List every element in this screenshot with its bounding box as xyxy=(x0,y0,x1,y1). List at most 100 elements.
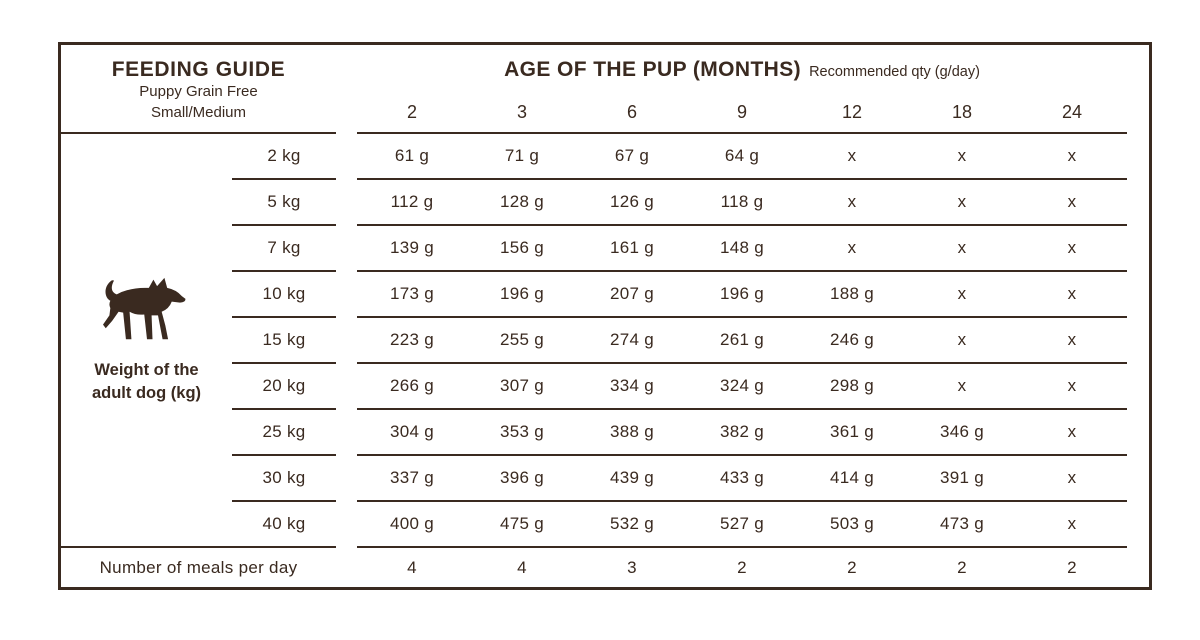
age-column-header: 2 xyxy=(406,102,417,122)
qty-cell: x xyxy=(1017,502,1127,548)
weight-cell: 7 kg xyxy=(232,226,336,272)
meals-cell: 2 xyxy=(737,557,747,577)
qty-cell: 400 g xyxy=(357,502,467,548)
qty-cell: x xyxy=(907,226,1017,272)
qty-cell: 304 g xyxy=(357,410,467,456)
qty-cell: 353 g xyxy=(467,410,577,456)
meals-cell: 4 xyxy=(517,557,527,577)
qty-cell: 388 g xyxy=(577,410,687,456)
weight-cell: 10 kg xyxy=(232,272,336,318)
weight-cell: 40 kg xyxy=(232,502,336,548)
qty-cell: 527 g xyxy=(687,502,797,548)
qty-cell: x xyxy=(797,180,907,226)
qty-cell: 161 g xyxy=(577,226,687,272)
feeding-guide-header: FEEDING GUIDE Puppy Grain Free Small/Med… xyxy=(61,45,336,134)
qty-cell: 61 g xyxy=(357,134,467,180)
page-title: FEEDING GUIDE xyxy=(111,58,286,82)
qty-cell: x xyxy=(907,364,1017,410)
qty-cell: 118 g xyxy=(687,180,797,226)
age-column-header: 24 xyxy=(1061,102,1083,122)
qty-cell: 246 g xyxy=(797,318,907,364)
qty-cell: x xyxy=(907,134,1017,180)
weight-caption-line2: adult dog (kg) xyxy=(91,384,202,402)
meals-cell: 2 xyxy=(1067,557,1077,577)
feeding-guide-table: FEEDING GUIDE Puppy Grain Free Small/Med… xyxy=(58,42,1152,590)
qty-cell: 223 g xyxy=(357,318,467,364)
qty-cell: 139 g xyxy=(357,226,467,272)
weight-cell: 25 kg xyxy=(232,410,336,456)
qty-cell: 148 g xyxy=(687,226,797,272)
qty-cell: x xyxy=(907,180,1017,226)
qty-cell: x xyxy=(1017,180,1127,226)
qty-cell: x xyxy=(1017,364,1127,410)
qty-cell: 274 g xyxy=(577,318,687,364)
weight-cell: 15 kg xyxy=(232,318,336,364)
qty-cell: 346 g xyxy=(907,410,1017,456)
qty-cell: 382 g xyxy=(687,410,797,456)
qty-cell: 196 g xyxy=(467,272,577,318)
qty-cell: 156 g xyxy=(467,226,577,272)
age-title: AGE OF THE PUP (MONTHS) xyxy=(504,58,802,81)
weight-caption: Weight of the adult dog (kg) xyxy=(92,359,201,405)
qty-cell: 473 g xyxy=(907,502,1017,548)
age-columns-row: 2 3 6 9 12 18 24 xyxy=(357,102,1127,132)
qty-cell: x xyxy=(1017,226,1127,272)
qty-cell: 391 g xyxy=(907,456,1017,502)
product-name-line2: Small/Medium xyxy=(150,103,247,121)
qty-cell: 266 g xyxy=(357,364,467,410)
age-column-header: 18 xyxy=(951,102,973,122)
age-column-header: 9 xyxy=(736,102,747,122)
age-header: AGE OF THE PUP (MONTHS) Recommended qty … xyxy=(357,45,1127,134)
age-column-header: 6 xyxy=(626,102,637,122)
qty-cell: 196 g xyxy=(687,272,797,318)
qty-cell: 396 g xyxy=(467,456,577,502)
qty-cell: x xyxy=(797,134,907,180)
qty-cell: x xyxy=(797,226,907,272)
qty-cell: 64 g xyxy=(687,134,797,180)
qty-cell: 324 g xyxy=(687,364,797,410)
qty-cell: x xyxy=(907,318,1017,364)
meals-per-day-label: Number of meals per day xyxy=(99,557,298,577)
qty-cell: 128 g xyxy=(467,180,577,226)
qty-cell: 337 g xyxy=(357,456,467,502)
age-subtitle: Recommended qty (g/day) xyxy=(809,64,980,80)
qty-cell: 67 g xyxy=(577,134,687,180)
meals-cell: 2 xyxy=(847,557,857,577)
qty-cell: 112 g xyxy=(357,180,467,226)
qty-cell: 71 g xyxy=(467,134,577,180)
age-column-header: 3 xyxy=(516,102,527,122)
qty-cell: 532 g xyxy=(577,502,687,548)
weight-cell: 20 kg xyxy=(232,364,336,410)
qty-cell: 439 g xyxy=(577,456,687,502)
age-title-row: AGE OF THE PUP (MONTHS) Recommended qty … xyxy=(357,58,1127,82)
qty-cell: x xyxy=(907,272,1017,318)
weight-panel: Weight of the adult dog (kg) xyxy=(61,134,232,548)
meals-cell: 3 xyxy=(627,557,637,577)
age-column-header: 12 xyxy=(841,102,863,122)
qty-cell: 298 g xyxy=(797,364,907,410)
qty-cell: x xyxy=(1017,318,1127,364)
qty-cell: 475 g xyxy=(467,502,577,548)
weight-caption-line1: Weight of the xyxy=(94,360,199,379)
qty-cell: 255 g xyxy=(467,318,577,364)
qty-cell: 433 g xyxy=(687,456,797,502)
qty-cell: x xyxy=(1017,410,1127,456)
qty-cell: 307 g xyxy=(467,364,577,410)
qty-cell: 126 g xyxy=(577,180,687,226)
qty-cell: 173 g xyxy=(357,272,467,318)
qty-cell: x xyxy=(1017,456,1127,502)
weight-cell: 2 kg xyxy=(232,134,336,180)
qty-cell: 361 g xyxy=(797,410,907,456)
dog-icon xyxy=(102,277,185,340)
qty-cell: x xyxy=(1017,134,1127,180)
qty-cell: 207 g xyxy=(577,272,687,318)
meals-cell: 4 xyxy=(407,557,417,577)
weight-cell: 30 kg xyxy=(232,456,336,502)
weight-cell: 5 kg xyxy=(232,180,336,226)
qty-cell: 334 g xyxy=(577,364,687,410)
qty-cell: 188 g xyxy=(797,272,907,318)
qty-cell: 261 g xyxy=(687,318,797,364)
meals-cell: 2 xyxy=(957,557,967,577)
qty-cell: x xyxy=(1017,272,1127,318)
